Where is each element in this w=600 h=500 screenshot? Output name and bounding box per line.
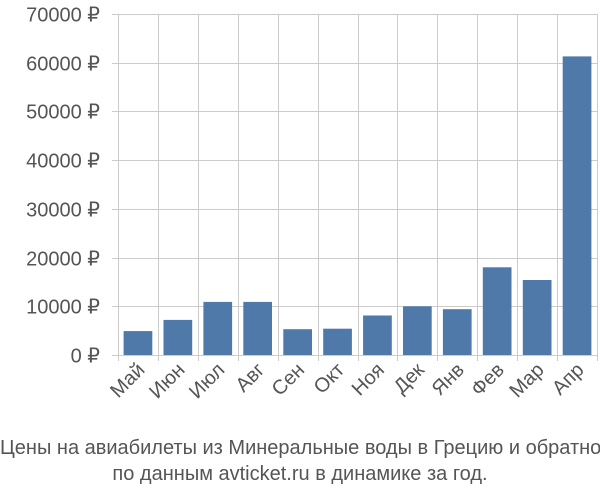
bar-11: [522, 280, 552, 355]
x-tick-label: Мар: [505, 359, 548, 402]
bar-7: [363, 315, 392, 355]
x-tick-label: Янв: [428, 359, 469, 400]
bar-6: [323, 328, 352, 355]
x-tick-label: Апр: [548, 359, 589, 400]
x-tick-label: Июн: [145, 359, 189, 403]
y-tick-label: 50000 ₽: [26, 102, 100, 124]
chart-caption-line-2: по данным avticket.ru в динамике за год.: [112, 463, 488, 485]
y-tick-label: 20000 ₽: [26, 249, 100, 271]
x-tick-label: Авг: [232, 359, 270, 397]
x-tick-label: Фев: [467, 359, 509, 401]
x-tick-label: Ноя: [348, 359, 389, 400]
grid-lines: [112, 14, 598, 361]
y-tick-label: 60000 ₽: [26, 54, 100, 76]
bar-9: [442, 309, 472, 355]
y-tick-label: 10000 ₽: [26, 297, 100, 319]
x-tick-label: Сен: [268, 359, 309, 400]
bars: [123, 56, 592, 356]
x-tick-label: Май: [106, 359, 149, 402]
x-tick-label: Дек: [390, 359, 429, 398]
bar-12: [562, 56, 592, 356]
bar-10: [482, 267, 512, 355]
bar-4: [243, 301, 272, 355]
y-tick-labels: 0 ₽ 10000 ₽ 20000 ₽ 30000 ₽ 40000 ₽ 50000 ₽ 60…: [26, 5, 100, 368]
bar-8: [403, 306, 432, 355]
chart-caption-line-1: Цены на авиабилеты из Минеральные воды в…: [0, 437, 600, 459]
x-tick-label: Окт: [310, 359, 349, 398]
y-tick-label: 70000 ₽: [26, 5, 100, 27]
bar-2: [163, 319, 193, 355]
bar-5: [283, 329, 312, 355]
x-tick-label: Июл: [185, 359, 229, 403]
bar-1: [123, 331, 153, 355]
y-tick-label: 30000 ₽: [26, 200, 100, 222]
y-tick-label: 40000 ₽: [26, 151, 100, 173]
y-tick-label: 0 ₽: [71, 346, 101, 368]
bar-3: [203, 301, 233, 355]
